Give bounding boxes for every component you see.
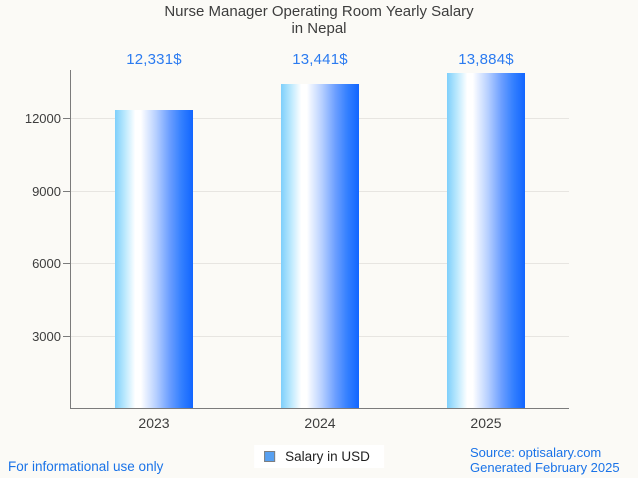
- legend-label: Salary in USD: [285, 449, 370, 464]
- legend-marker-icon: [264, 451, 276, 462]
- y-axis-label-3000: 3000: [32, 328, 61, 344]
- y-axis-tick-9000: [63, 190, 71, 192]
- y-axis-label-12000: 12000: [24, 111, 61, 127]
- y-axis-tick-6000: [63, 263, 71, 265]
- chart-title: Nurse Manager Operating Room Yearly Sala…: [0, 3, 638, 37]
- disclaimer-text: For informational use only: [8, 459, 164, 474]
- x-axis-label-2024: 2024: [304, 415, 336, 431]
- source-text: Source: optisalary.com: [470, 445, 602, 460]
- y-axis-label-6000: 6000: [32, 256, 61, 272]
- generated-text: Generated February 2025: [470, 459, 620, 475]
- chart-title-line2: in Nepal: [291, 19, 347, 37]
- plot-area: 3000 6000 9000 12000 12,331$ 2023 13,441$ 2024 1…: [25, 51, 569, 431]
- y-axis-tick-3000: [63, 335, 71, 337]
- x-axis-label-2025: 2025: [470, 415, 502, 431]
- legend: Salary in USD: [254, 445, 384, 468]
- bar-2025: [447, 72, 525, 408]
- y-axis-tick-12000: [63, 118, 71, 120]
- bar-2023: [115, 110, 193, 408]
- value-label-2024: 13,441$: [292, 51, 348, 68]
- chart-title-line1: Nurse Manager Operating Room Yearly Sala…: [164, 3, 474, 20]
- bar-2024: [281, 83, 359, 408]
- x-axis-label-2023: 2023: [138, 415, 170, 431]
- value-label-2023: 12,331$: [126, 51, 182, 68]
- value-label-2025: 13,884$: [458, 51, 514, 68]
- y-axis-label-9000: 9000: [32, 183, 61, 199]
- source-attribution: Source: optisalary.com Generated Februar…: [470, 445, 620, 475]
